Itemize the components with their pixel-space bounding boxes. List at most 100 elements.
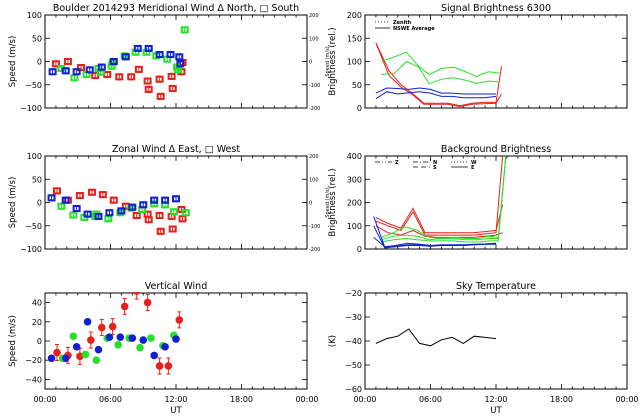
data-point-red (143, 298, 152, 307)
plot-frame (364, 292, 628, 390)
legend-label: W (471, 160, 477, 166)
y-tick-label: 100 (347, 222, 362, 231)
data-point-blue (61, 196, 70, 204)
data-point-green (57, 202, 66, 210)
data-point-red (127, 73, 136, 81)
series-line-green-S (381, 155, 507, 241)
data-point-green (114, 341, 122, 349)
x-tick-label: 00:00 (295, 395, 318, 404)
x-tick-label: 00:00 (615, 395, 638, 404)
data-point-blue (172, 335, 180, 343)
y-axis-label: Speed (m/s) (8, 177, 18, 229)
data-point-blue (172, 195, 180, 203)
chart-title: Signal Brightness 6300 (441, 3, 551, 14)
x-tick-label: 18:00 (550, 395, 573, 404)
data-point-blue (72, 205, 81, 213)
data-point-green (70, 74, 79, 82)
data-point-red (97, 323, 106, 332)
y-tick-label: −50 (25, 222, 42, 231)
y-tick-label-right: 0 (309, 201, 312, 207)
y-axis-label: Speed (m/s) (8, 315, 18, 367)
data-point-blue (128, 203, 137, 211)
data-point-green (174, 66, 183, 74)
data-point-red (175, 316, 184, 324)
legend-label: E (471, 165, 475, 171)
y-tick-label: 150 (347, 34, 362, 43)
y-tick-label: −40 (345, 337, 362, 346)
y-tick-label-right: 200 (309, 13, 319, 19)
x-tick-label: 06:00 (419, 395, 442, 404)
y-tick-label-right: 100 (309, 177, 319, 183)
series-line-red-2 (375, 42, 502, 108)
y-tick-label: −20 (345, 289, 362, 298)
data-point-blue (161, 196, 170, 204)
data-point-blue (94, 212, 103, 220)
panel-vertical: 00:00 06:00 12:00 18:00 00:00 UT −40 −20 0 20 40 Sp… (8, 281, 319, 416)
x-tick-label: 00:00 (33, 395, 56, 404)
plot-area (47, 187, 190, 235)
data-point-green (69, 332, 78, 341)
data-point-blue (150, 351, 158, 360)
data-point-red (155, 75, 164, 83)
y-tick-label-right: 100 (309, 36, 319, 42)
plot-area (373, 155, 507, 249)
x-tick-label: 12:00 (164, 395, 187, 404)
series-line-green-N (381, 155, 507, 240)
y-tick-label: 0 (357, 245, 362, 254)
plot-area (48, 26, 189, 100)
y-tick-label: 50 (32, 34, 42, 43)
data-point-red (120, 302, 129, 311)
legend-label: Z (395, 160, 399, 166)
x-tick-label: 12:00 (484, 395, 507, 404)
y-tick-label: 0 (37, 199, 42, 208)
y-axis-label-right: Speed (m/s) (325, 46, 331, 76)
y-tick-label: 200 (347, 11, 362, 20)
data-point-blue (105, 333, 114, 341)
series-line-green-1 (381, 51, 500, 77)
data-point-blue (155, 51, 164, 59)
y-axis-label: Brightness (rel.) (328, 27, 338, 95)
data-point-green (181, 209, 190, 217)
data-point-red (98, 191, 107, 199)
data-point-green (180, 26, 189, 34)
data-point-red (144, 85, 153, 93)
data-point-blue (176, 60, 185, 68)
data-point-red (53, 187, 62, 195)
y-tick-label: 400 (347, 152, 362, 161)
plot-frame (44, 14, 308, 109)
panel-signal: 0 50 100 150 200 Brightness (rel.) Signal Brig… (328, 3, 628, 113)
data-point-red (87, 336, 95, 344)
data-point-red (132, 212, 141, 220)
y-axis-label: (K) (328, 335, 338, 347)
y-tick-label: −20 (25, 356, 42, 365)
y-axis-label-right: Speed (m/s) (325, 187, 331, 217)
y-tick-label: −50 (345, 361, 362, 370)
data-point-red (155, 362, 164, 370)
series-line-red-1 (375, 42, 502, 107)
y-tick-label: 100 (27, 11, 42, 20)
data-point-green (136, 343, 144, 352)
data-point-blue (121, 53, 130, 61)
data-point-red (168, 84, 177, 92)
series-line-blue-1 (375, 87, 496, 95)
data-point-blue (133, 44, 142, 52)
data-point-green (81, 350, 90, 359)
y-tick-label-right: -200 (309, 247, 320, 253)
chart-title: Zonal Wind Δ East, □ West (112, 144, 240, 155)
y-tick-label: −30 (345, 313, 362, 322)
data-point-blue (117, 207, 126, 215)
data-point-blue (61, 67, 70, 75)
x-tick-label: 06:00 (99, 395, 122, 404)
series-line-blue-3 (373, 237, 497, 248)
data-point-red (75, 192, 84, 200)
panel-background: 0 100 200 300 400 Brightness (rel.) Background… (328, 144, 628, 254)
y-tick-label-right: -200 (309, 106, 320, 112)
y-tick-label: 20 (32, 318, 42, 327)
y-tick-label: 100 (27, 152, 42, 161)
legend-label: NSWE Average (393, 26, 435, 32)
data-point-green (92, 356, 101, 365)
y-tick-label: −100 (20, 245, 42, 254)
data-point-red (134, 65, 143, 73)
data-point-blue (61, 354, 70, 363)
series-line-green-E (381, 155, 507, 243)
